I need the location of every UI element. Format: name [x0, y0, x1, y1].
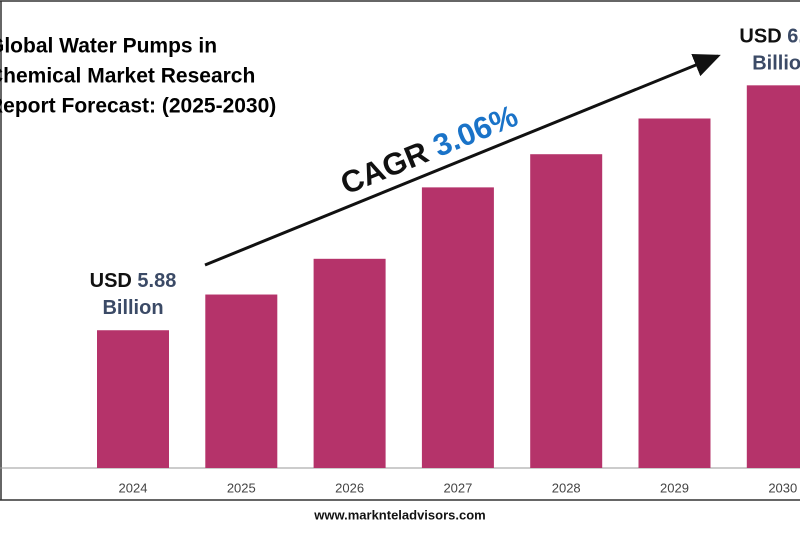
bar	[421, 187, 494, 468]
x-tick-label: 2027	[443, 480, 472, 495]
title-line: Chemical Market Research	[0, 65, 255, 88]
bar	[205, 294, 278, 468]
x-tick-label: 2025	[227, 480, 256, 495]
x-tick-label: 2024	[119, 480, 148, 495]
x-tick-label: 2030	[768, 480, 797, 495]
footer: www.marknteladvisors.com	[313, 507, 485, 522]
bar	[97, 330, 169, 468]
bar	[313, 258, 386, 468]
title-line: Global Water Pumps in	[0, 35, 217, 58]
bar	[530, 154, 603, 469]
value-label: USD 6.84Billion	[739, 26, 800, 75]
x-tick-label: 2026	[335, 480, 364, 495]
trend-arrow	[204, 53, 721, 267]
bar	[746, 85, 800, 469]
bar	[638, 118, 711, 468]
value-label: USD 5.88 Billion	[90, 271, 177, 320]
title-line: Report Forecast: (2025-2030)	[0, 95, 276, 118]
x-tick-label: 2028	[552, 480, 581, 495]
x-tick-label: 2029	[660, 480, 689, 495]
